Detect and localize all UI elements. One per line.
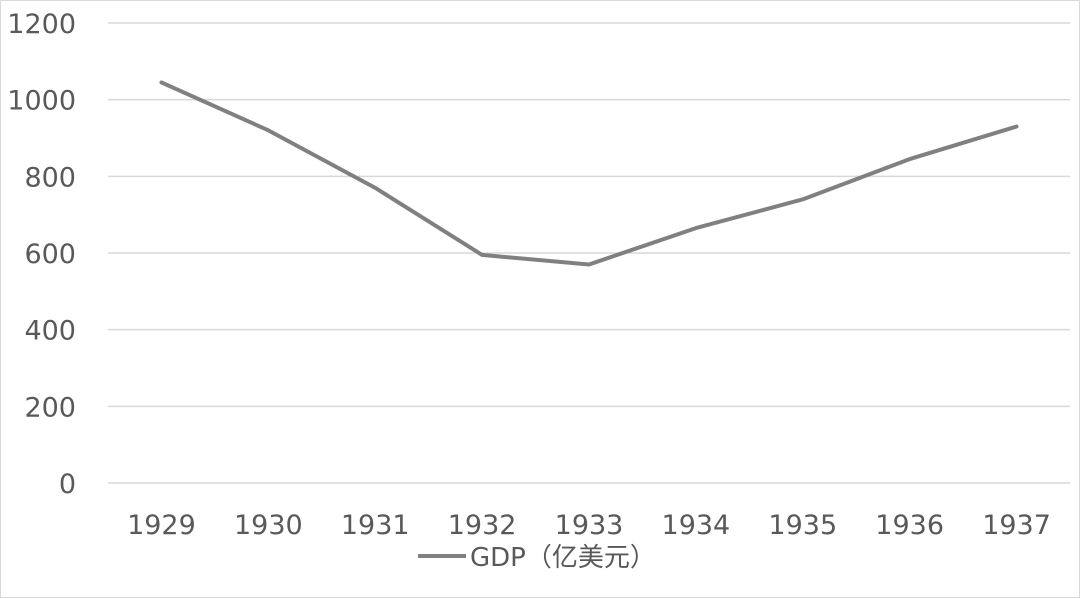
x-tick-label-1933: 1933	[555, 510, 624, 541]
y-tick-label-600: 600	[24, 239, 76, 270]
x-tick-label-1931: 1931	[341, 510, 410, 541]
x-tick-label-1930: 1930	[234, 510, 303, 541]
x-tick-label-1934: 1934	[662, 510, 731, 541]
legend: GDP（亿美元）	[418, 543, 656, 573]
gridlines	[108, 22, 1070, 484]
series-lines	[159, 80, 1019, 267]
y-axis-tick-labels: 0 200 400 600 800 1000 1200	[7, 9, 76, 500]
y-tick-label-1000: 1000	[7, 86, 76, 117]
y-tick-label-400: 400	[24, 316, 76, 347]
legend-label: GDP（亿美元）	[470, 543, 656, 573]
y-tick-label-800: 800	[24, 162, 76, 193]
x-tick-label-1932: 1932	[448, 510, 517, 541]
y-tick-label-0: 0	[59, 469, 76, 500]
y-tick-label-200: 200	[24, 392, 76, 423]
x-tick-label-1936: 1936	[875, 510, 944, 541]
x-tick-label-1929: 1929	[127, 510, 196, 541]
x-tick-label-1935: 1935	[768, 510, 837, 541]
y-tick-label-1200: 1200	[7, 9, 76, 40]
x-tick-label-1937: 1937	[982, 510, 1051, 541]
series-line-gdp	[159, 80, 1019, 267]
x-axis-tick-labels: 1929 1930 1931 1932 1933 1934 1935 1936 1937	[127, 510, 1051, 541]
